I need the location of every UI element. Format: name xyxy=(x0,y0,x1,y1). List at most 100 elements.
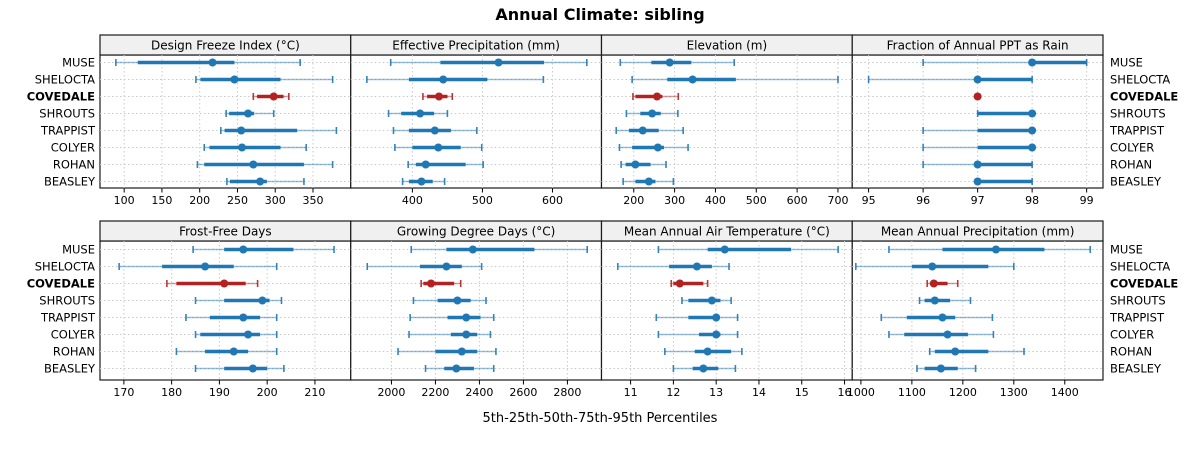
panel-2-plot-area xyxy=(600,54,853,189)
panel-2-tick-label: 300 xyxy=(664,194,685,207)
panel-7-title: Mean Annual Precipitation (mm) xyxy=(881,225,1075,239)
row-label-right-rohan: ROHAN xyxy=(1110,158,1152,172)
panel-3-median-dot xyxy=(973,75,982,84)
panel-2-tick-label: 500 xyxy=(746,194,767,207)
panel-6-median-dot xyxy=(712,330,721,339)
panel-2-median-dot xyxy=(653,143,662,152)
panel-1-tick-label: 600 xyxy=(542,194,563,207)
panel-6-tick-label: 15 xyxy=(795,386,809,399)
row-label-right-trappist: TRAPPIST xyxy=(1109,124,1165,138)
panel-4-median-dot xyxy=(239,313,248,322)
panel-4-median-dot xyxy=(201,262,210,271)
panel-7-median-dot xyxy=(930,296,939,305)
panel-6-plot-area xyxy=(600,240,853,381)
panel-3-median-dot xyxy=(1028,126,1037,135)
panel-6-tick-label: 13 xyxy=(709,386,723,399)
panel-1-median-dot xyxy=(494,58,503,67)
panel-2-tick-label: 700 xyxy=(827,194,848,207)
panel-6-median-dot xyxy=(692,262,701,271)
panel-5-title: Growing Degree Days (°C) xyxy=(397,225,556,239)
panel-4-title: Frost-Free Days xyxy=(179,225,272,239)
panel-0-median-dot xyxy=(208,58,217,67)
row-label-right-colyer: COLYER xyxy=(1110,328,1154,342)
panel-4-median-dot xyxy=(248,364,257,373)
row-label-right-shrouts: SHROUTS xyxy=(1110,294,1166,308)
panel-6-tick-label: 12 xyxy=(666,386,680,399)
panel-3-tick-label: 99 xyxy=(1080,194,1094,207)
panel-5-tick-label: 2000 xyxy=(377,386,405,399)
row-label-right-shelocta: SHELOCTA xyxy=(1110,260,1170,274)
row-label-left-shelocta: SHELOCTA xyxy=(35,260,95,274)
row-label-left-colyer: COLYER xyxy=(51,141,95,155)
row-label-right-muse: MUSE xyxy=(1110,243,1143,257)
panel-3-median-dot xyxy=(973,92,982,101)
row-label-right-muse: MUSE xyxy=(1110,56,1143,70)
row-label-left-shrouts: SHROUTS xyxy=(39,107,95,121)
panel-5-tick-label: 2200 xyxy=(421,386,449,399)
row-label-left-rohan: ROHAN xyxy=(53,158,95,172)
panel-0-median-dot xyxy=(237,143,246,152)
panel-1-median-dot xyxy=(434,143,443,152)
panel-5-plot-area xyxy=(350,240,603,381)
panel-1-median-dot xyxy=(435,92,444,101)
panel-4-plot-area xyxy=(99,240,352,381)
panel-5-tick-label: 2800 xyxy=(553,386,581,399)
panel-5-median-dot xyxy=(457,347,466,356)
panel-1-median-dot xyxy=(417,177,426,186)
panel-2-median-dot xyxy=(648,109,657,118)
row-label-left-beasley: BEASLEY xyxy=(44,362,96,376)
panel-3-title: Fraction of Annual PPT as Rain xyxy=(887,39,1069,53)
panel-3-median-dot xyxy=(1028,143,1037,152)
panel-0-median-dot xyxy=(269,92,278,101)
panel-2-tick-label: 400 xyxy=(705,194,726,207)
panel-6-median-dot xyxy=(707,296,716,305)
panel-4-median-dot xyxy=(244,330,253,339)
panel-3-tick-label: 98 xyxy=(1025,194,1039,207)
panel-6-title: Mean Annual Air Temperature (°C) xyxy=(624,225,830,239)
panel-5-median-dot xyxy=(468,245,477,254)
panel-7-median-dot xyxy=(938,313,947,322)
panel-0-tick-label: 300 xyxy=(265,194,286,207)
panel-4-median-dot xyxy=(258,296,267,305)
panel-1-median-dot xyxy=(439,75,448,84)
panel-6-median-dot xyxy=(699,364,708,373)
panel-7-median-dot xyxy=(928,262,937,271)
row-label-right-beasley: BEASLEY xyxy=(1110,362,1162,376)
row-label-right-trappist: TRAPPIST xyxy=(1109,311,1165,325)
row-label-right-covedale: COVEDALE xyxy=(1110,90,1178,104)
panel-0-tick-label: 350 xyxy=(302,194,323,207)
panel-7-tick-label: 1200 xyxy=(949,386,977,399)
panel-7-median-dot xyxy=(943,330,952,339)
panel-0-median-dot xyxy=(237,126,246,135)
panel-2-tick-label: 200 xyxy=(623,194,644,207)
panel-5-median-dot xyxy=(453,296,462,305)
panel-1-median-dot xyxy=(421,160,430,169)
panel-1-median-dot xyxy=(416,109,425,118)
panel-6-tick-label: 11 xyxy=(624,386,638,399)
panel-7-tick-label: 1100 xyxy=(898,386,926,399)
panel-2-title: Elevation (m) xyxy=(687,39,768,53)
panel-1-plot-area xyxy=(350,54,603,189)
row-label-right-covedale: COVEDALE xyxy=(1110,277,1178,291)
row-label-left-covedale: COVEDALE xyxy=(27,277,95,291)
panel-3-median-dot xyxy=(1028,58,1037,67)
row-label-left-shelocta: SHELOCTA xyxy=(35,73,95,87)
x-axis-label: 5th-25th-50th-75th-95th Percentiles xyxy=(482,411,718,426)
row-label-right-beasley: BEASLEY xyxy=(1110,175,1162,189)
row-label-left-trappist: TRAPPIST xyxy=(40,311,96,325)
panel-4-tick-label: 180 xyxy=(161,386,182,399)
row-label-right-shrouts: SHROUTS xyxy=(1110,107,1166,121)
panel-2-median-dot xyxy=(644,177,653,186)
panel-7-median-dot xyxy=(929,279,938,288)
panel-6-median-dot xyxy=(703,347,712,356)
panel-0-tick-label: 100 xyxy=(114,194,135,207)
panel-3-tick-label: 96 xyxy=(916,194,930,207)
panel-3-median-dot xyxy=(973,160,982,169)
panel-6-tick-label: 16 xyxy=(838,386,852,399)
panel-6-median-dot xyxy=(675,279,684,288)
panel-0-median-dot xyxy=(244,109,253,118)
panel-6-median-dot xyxy=(720,245,729,254)
panel-3-tick-label: 97 xyxy=(971,194,985,207)
